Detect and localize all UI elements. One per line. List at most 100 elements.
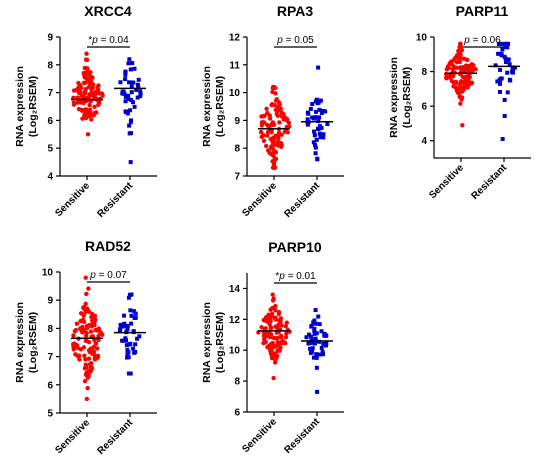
data-point (505, 70, 510, 75)
data-point (314, 355, 319, 360)
x-tick-label: Sensitive (53, 417, 92, 456)
data-point (91, 320, 96, 326)
data-point (275, 139, 280, 145)
data-point (261, 120, 266, 125)
data-point (71, 347, 76, 352)
data-point (318, 135, 323, 140)
panel-title: XRCC4 (84, 3, 132, 19)
data-point (122, 91, 127, 96)
data-point (467, 74, 472, 80)
data-point (285, 130, 290, 135)
p-value-label: *p = 0.04 (88, 35, 129, 46)
data-point (505, 45, 510, 50)
data-point (510, 65, 515, 70)
data-point (274, 111, 279, 117)
series-sensitive (71, 51, 105, 137)
panel-title: RAD52 (85, 238, 131, 254)
y-axis-label-units: (Log₂RSEM) (214, 76, 226, 137)
data-point (92, 104, 97, 110)
y-tick-label: 6 (234, 408, 240, 419)
data-point (85, 76, 90, 82)
data-point (277, 318, 282, 324)
data-point (92, 313, 98, 318)
data-point (321, 108, 326, 113)
data-point (283, 335, 289, 340)
data-point (496, 51, 501, 56)
data-point (283, 324, 289, 329)
data-point (265, 133, 270, 138)
data-point (138, 94, 143, 99)
data-point (82, 88, 88, 94)
data-point (83, 115, 89, 121)
data-point (505, 41, 510, 46)
y-tick-label: 10 (42, 268, 54, 279)
data-point (130, 61, 135, 66)
data-point (81, 319, 87, 325)
data-point (80, 116, 85, 121)
y-tick-label: 4 (47, 172, 53, 183)
data-point (126, 61, 131, 66)
y-axis-label-units: (Log₂RSEM) (27, 76, 39, 137)
data-point (454, 85, 460, 90)
data-point (276, 322, 281, 328)
data-point (118, 80, 123, 85)
data-point (306, 341, 311, 346)
y-axis-label: RNA expression (201, 66, 213, 147)
data-point (318, 98, 323, 103)
data-point (123, 94, 128, 99)
data-point (76, 106, 82, 112)
data-point (313, 142, 318, 147)
data-point (88, 368, 94, 373)
data-point (279, 142, 284, 148)
data-point (88, 70, 93, 75)
data-point (88, 329, 94, 334)
data-point (276, 143, 281, 148)
data-point (499, 53, 504, 58)
data-point (85, 385, 90, 391)
data-point (76, 353, 82, 358)
data-point (315, 156, 320, 161)
data-point (82, 379, 88, 384)
data-point (271, 375, 276, 381)
data-point (83, 362, 89, 367)
data-point (451, 58, 456, 63)
data-point (126, 96, 131, 101)
data-point (497, 77, 502, 82)
data-point (313, 99, 318, 104)
x-tick-label: Resistant (283, 416, 323, 456)
data-point (135, 336, 140, 341)
data-point (132, 66, 137, 71)
data-point (314, 365, 319, 370)
panel-title: PARP10 (268, 239, 322, 255)
data-point (81, 345, 87, 350)
data-point (502, 54, 507, 59)
p-value-label: *p = 0.01 (275, 271, 316, 282)
data-point (124, 329, 129, 334)
y-tick-label: 11 (229, 60, 240, 71)
data-point (259, 114, 264, 119)
data-point (258, 129, 264, 135)
y-tick-label: 7 (47, 352, 53, 363)
data-point (504, 60, 509, 65)
data-point (320, 350, 325, 355)
data-point (313, 336, 318, 341)
data-point (273, 149, 279, 155)
data-point (118, 327, 123, 332)
data-point (278, 106, 283, 111)
data-point (324, 341, 329, 346)
panel-title: PARP11 (456, 3, 509, 19)
data-point (498, 67, 503, 72)
data-point (269, 144, 274, 149)
y-axis-label: RNA expression (388, 57, 400, 138)
data-point (458, 41, 463, 47)
data-point (80, 330, 85, 335)
x-tick-label: Resistant (96, 180, 136, 220)
y-tick-label: 14 (229, 284, 241, 295)
data-point (273, 308, 278, 313)
data-point (137, 334, 142, 339)
data-point (128, 120, 133, 125)
data-point (71, 100, 77, 105)
data-point (317, 352, 322, 357)
y-tick-label: 9 (234, 116, 240, 127)
data-point (278, 345, 283, 350)
